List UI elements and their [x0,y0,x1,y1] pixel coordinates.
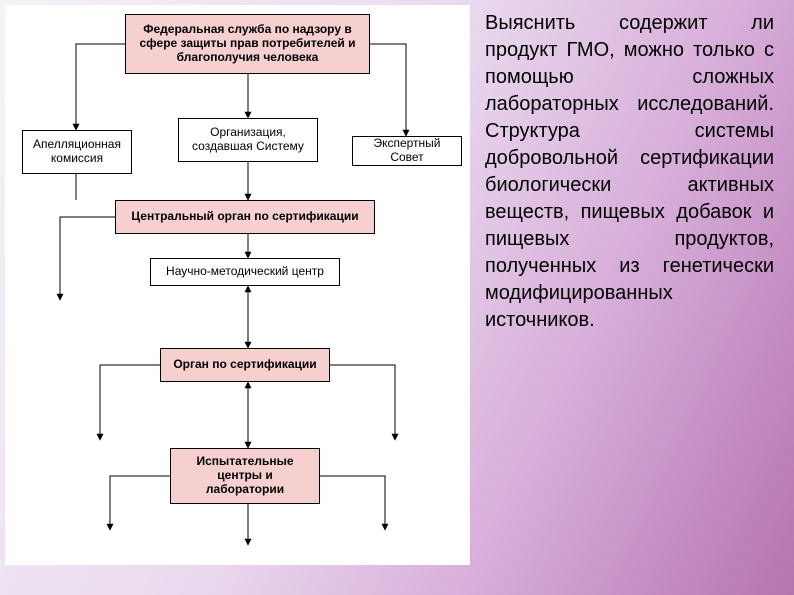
text-panel: Выяснить содержит ли продукт ГМО, можно … [480,0,794,595]
node-label: Испытательные центры и лаборатории [177,455,313,496]
node-top: Федеральная служба по надзору в сфере за… [125,14,370,74]
paragraph-text: Выяснить содержит ли продукт ГМО, можно … [485,10,774,334]
node-cert: Орган по сертификации [160,348,330,382]
node-label: Научно-методический центр [166,265,324,279]
node-label: Центральный орган по сертификации [131,210,358,224]
node-appeal: Апелляционная комиссия [22,130,132,174]
node-label: Федеральная служба по надзору в сфере за… [132,23,363,64]
node-label: Экспертный Совет [359,137,455,165]
node-label: Организация, создавшая Систему [185,126,311,154]
node-central: Центральный орган по сертификации [115,200,375,234]
node-label: Апелляционная комиссия [29,138,125,166]
node-lab: Испытательные центры и лаборатории [170,448,320,504]
diagram-panel: Федеральная служба по надзору в сфере за… [0,0,480,595]
node-org: Организация, создавшая Систему [178,118,318,162]
node-label: Орган по сертификации [173,358,316,372]
content-row: Федеральная служба по надзору в сфере за… [0,0,794,595]
node-expert: Экспертный Совет [352,136,462,166]
node-sci: Научно-методический центр [150,258,340,286]
